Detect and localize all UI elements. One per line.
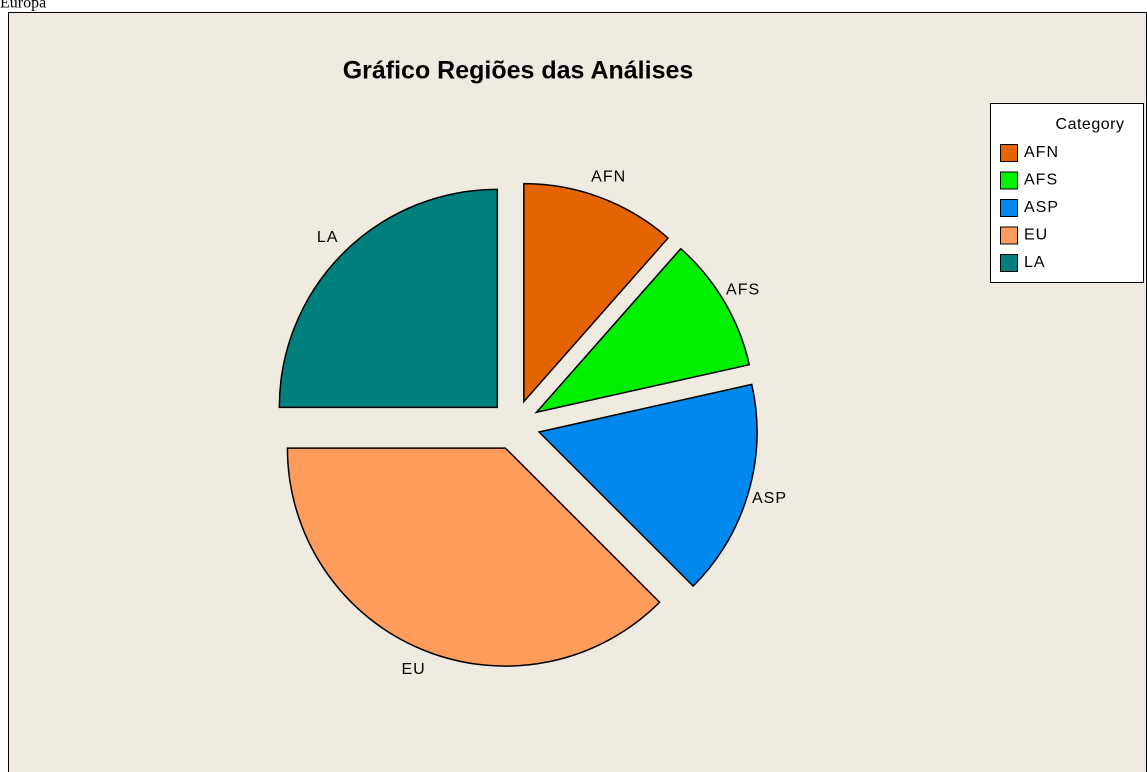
legend-swatch <box>1000 254 1018 272</box>
legend-swatch <box>1000 226 1018 245</box>
legend-label: AFS <box>1024 172 1058 189</box>
pie-slice <box>534 247 751 414</box>
pie-slice <box>537 383 758 588</box>
pie-slice <box>523 182 670 404</box>
slice-label: AFN <box>591 168 626 185</box>
legend-swatch <box>1000 144 1018 162</box>
legend-label: ASP <box>1024 199 1059 216</box>
slice-label: LA <box>317 229 339 246</box>
slice-label: EU <box>401 661 425 678</box>
slice-label: AFS <box>726 281 760 298</box>
caption: Europa <box>0 0 46 12</box>
legend-label: EU <box>1024 227 1048 244</box>
slice-label: ASP <box>752 490 787 507</box>
legend-title: Category <box>1056 116 1125 133</box>
legend-label: LA <box>1024 254 1046 271</box>
legend-box <box>990 103 1144 283</box>
pie-slice <box>278 188 499 409</box>
legend-swatch <box>1000 199 1018 217</box>
legend-label: AFN <box>1024 144 1059 161</box>
legend-swatch <box>1000 171 1018 190</box>
pie-slice <box>286 447 661 667</box>
chart-title: Gráfico Regiões das Análises <box>343 57 694 85</box>
